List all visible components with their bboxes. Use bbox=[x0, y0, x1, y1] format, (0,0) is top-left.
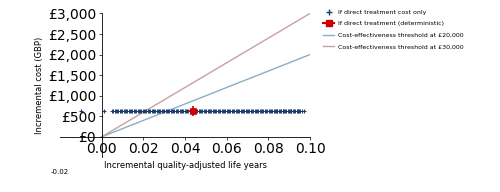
Text: -0.02: -0.02 bbox=[51, 169, 69, 175]
Y-axis label: Incremental cost (GBP): Incremental cost (GBP) bbox=[34, 37, 43, 134]
X-axis label: Incremental quality-adjusted life years: Incremental quality-adjusted life years bbox=[104, 161, 266, 170]
Legend: If direct treatment cost only, If direct treatment (deterministic), Cost-effecti: If direct treatment cost only, If direct… bbox=[323, 9, 463, 50]
